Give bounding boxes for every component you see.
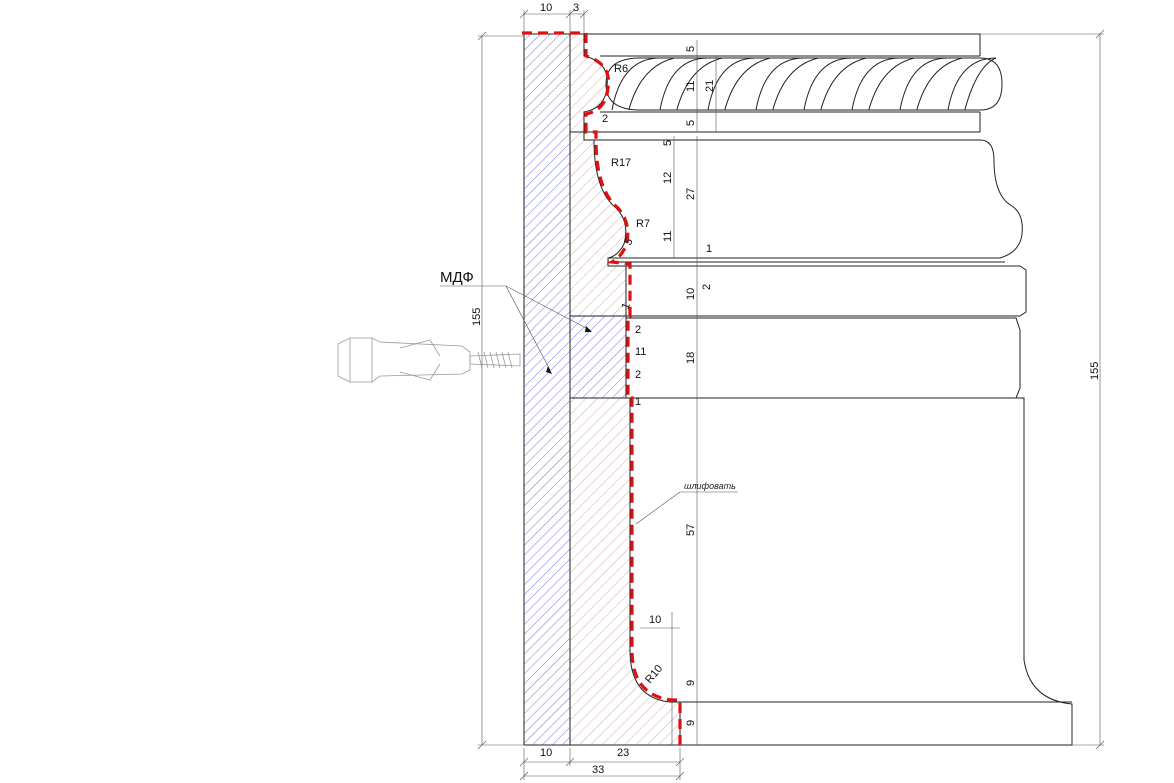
- dim-rope-total: 21: [704, 80, 716, 92]
- rope-twist-pattern: [605, 57, 1003, 111]
- dim-bottom-total: 33: [592, 764, 604, 776]
- dim-right-total: 155: [1089, 362, 1101, 380]
- dim-top-mdf: 10: [540, 2, 552, 14]
- dim-mold-curve: 12: [662, 172, 674, 184]
- elevation-view: [524, 33, 1073, 746]
- dim-panel-base: 9: [685, 720, 697, 726]
- mdf-leader-lines: [440, 285, 738, 525]
- material-label: МДФ: [440, 269, 474, 286]
- sanding-note: шлифовать: [684, 481, 736, 491]
- dim-left-total: 155: [471, 308, 483, 326]
- dim-panel-offset: 10: [649, 614, 661, 626]
- dim-bottom-profile: 23: [617, 747, 629, 759]
- dim-radius-r6: R6: [614, 63, 628, 75]
- labels: МДФ шлифовать 10 3 10 23 33 155 155 5 11…: [440, 2, 1101, 776]
- rope-strand: [964, 57, 997, 111]
- dim-step-rope: 2: [602, 113, 608, 125]
- dim-band-height: 10: [685, 288, 697, 300]
- dim-radius-r17: R17: [611, 157, 631, 169]
- cut-contour-line: [522, 31, 682, 745]
- rope-strand: [851, 57, 901, 111]
- dim-mold-bead: 11: [662, 231, 674, 242]
- dim-mold-top: 5: [662, 140, 674, 146]
- mdf-board: [523, 33, 627, 746]
- rope-strand: [611, 57, 661, 111]
- rope-strand: [628, 57, 675, 111]
- dim-bottom-mdf: 10: [540, 747, 552, 759]
- dim-band-insert: 11: [635, 346, 646, 358]
- rope-strand: [868, 57, 915, 111]
- dim-radius-r7: R7: [636, 218, 650, 230]
- dim-panel-height: 57: [685, 524, 697, 536]
- dim-mold-total: 27: [685, 188, 697, 200]
- dim-band-total: 18: [685, 352, 697, 364]
- rope-strand: [724, 57, 771, 111]
- dim-step-band: 1: [620, 301, 633, 311]
- dim-rope-top: 5: [685, 46, 697, 52]
- rope-strand: [820, 57, 867, 111]
- wall-anchor-dowel: [337, 337, 521, 383]
- dim-panel-curve: 9: [685, 680, 697, 686]
- dim-radius-r10: R10: [643, 663, 665, 686]
- dim-mold-gap: 1: [706, 243, 712, 255]
- rope-strand: [755, 57, 805, 111]
- rope-strand: [772, 57, 819, 111]
- rope-strand: [707, 57, 757, 111]
- dim-top-step: 3: [573, 2, 579, 14]
- dim-step-bead: 5: [622, 236, 635, 247]
- rope-strand: [803, 57, 853, 111]
- rope-strand: [676, 57, 723, 111]
- rope-strand: [947, 57, 997, 111]
- dim-rope-mid: 11: [685, 81, 697, 92]
- dim-band-step-top: 2: [635, 324, 641, 336]
- profile-body: [569, 33, 681, 746]
- dimension-lines: [477, 9, 1105, 781]
- dim-mold-fillet: 2: [701, 284, 713, 290]
- rope-strand: [899, 57, 949, 111]
- dim-step-panel: 1: [635, 396, 641, 408]
- rope-strand: [659, 57, 709, 111]
- dim-band-step-bottom: 2: [635, 369, 641, 381]
- rope-strand: [916, 57, 963, 111]
- dim-rope-bottom: 5: [685, 120, 697, 126]
